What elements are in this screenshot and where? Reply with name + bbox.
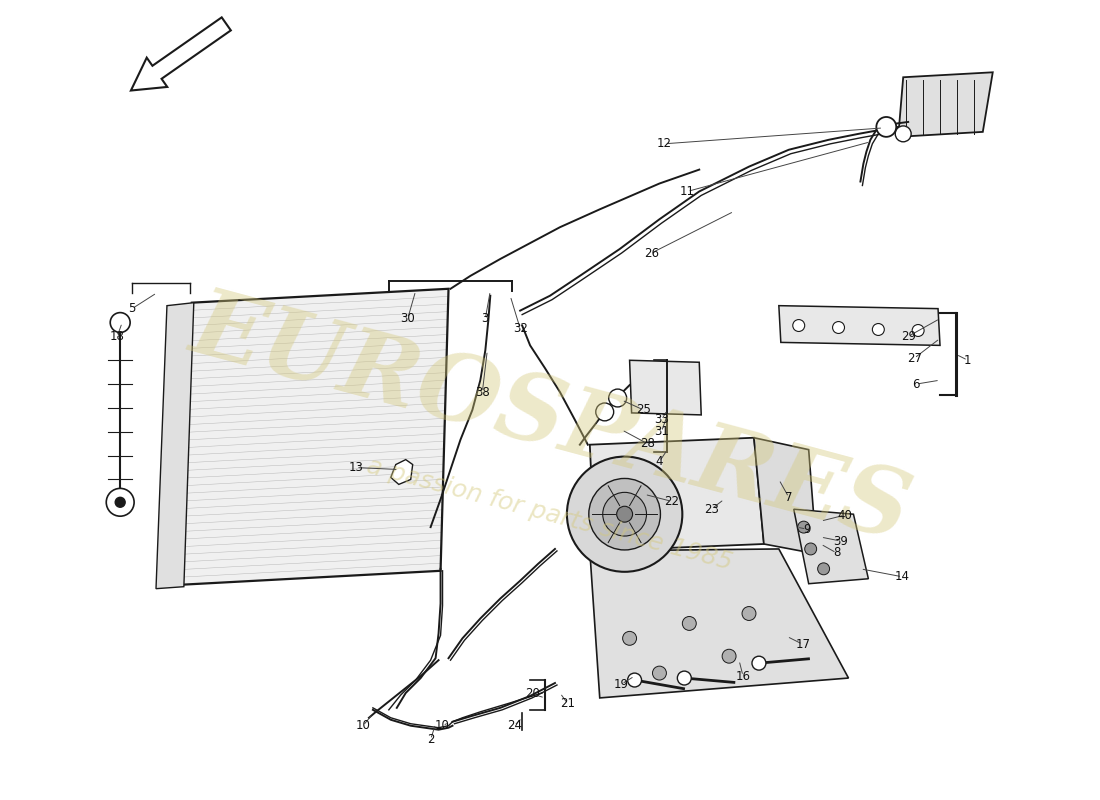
Circle shape bbox=[817, 563, 829, 574]
Polygon shape bbox=[779, 306, 940, 346]
Text: EUROSPARES: EUROSPARES bbox=[182, 281, 918, 559]
Polygon shape bbox=[794, 510, 868, 584]
Text: 30: 30 bbox=[400, 312, 415, 325]
Text: 18: 18 bbox=[110, 330, 124, 343]
Circle shape bbox=[603, 492, 647, 536]
Text: 23: 23 bbox=[704, 502, 718, 516]
Text: 8: 8 bbox=[833, 546, 840, 559]
Text: 17: 17 bbox=[795, 638, 811, 650]
Text: 2: 2 bbox=[427, 733, 434, 746]
Polygon shape bbox=[182, 289, 449, 585]
Circle shape bbox=[805, 543, 816, 555]
Polygon shape bbox=[899, 72, 993, 137]
Circle shape bbox=[752, 656, 766, 670]
Text: 25: 25 bbox=[636, 403, 651, 417]
Circle shape bbox=[722, 650, 736, 663]
Circle shape bbox=[566, 457, 682, 572]
Polygon shape bbox=[629, 360, 701, 415]
Circle shape bbox=[872, 323, 884, 335]
Text: 22: 22 bbox=[664, 494, 679, 508]
Text: 11: 11 bbox=[680, 185, 695, 198]
Circle shape bbox=[617, 506, 632, 522]
Text: 20: 20 bbox=[525, 687, 539, 701]
Circle shape bbox=[652, 666, 667, 680]
Circle shape bbox=[895, 126, 911, 142]
Circle shape bbox=[623, 631, 637, 646]
Circle shape bbox=[628, 673, 641, 687]
Text: 26: 26 bbox=[644, 246, 659, 259]
Circle shape bbox=[110, 313, 130, 333]
Text: 6: 6 bbox=[912, 378, 920, 390]
Circle shape bbox=[107, 488, 134, 516]
Text: 14: 14 bbox=[894, 570, 910, 583]
Circle shape bbox=[833, 322, 845, 334]
Text: 7: 7 bbox=[785, 491, 792, 504]
Text: 3: 3 bbox=[482, 312, 490, 325]
Circle shape bbox=[116, 498, 125, 507]
Text: 9: 9 bbox=[803, 522, 811, 535]
Circle shape bbox=[596, 403, 614, 421]
Text: 38: 38 bbox=[475, 386, 490, 398]
Text: 5: 5 bbox=[129, 302, 135, 315]
Text: 40: 40 bbox=[837, 509, 851, 522]
Circle shape bbox=[877, 117, 896, 137]
Polygon shape bbox=[754, 438, 816, 554]
Circle shape bbox=[742, 606, 756, 621]
Text: 19: 19 bbox=[614, 678, 629, 690]
Circle shape bbox=[588, 478, 660, 550]
Text: 1: 1 bbox=[964, 354, 971, 366]
Text: 33: 33 bbox=[654, 414, 669, 426]
Text: 31: 31 bbox=[654, 426, 669, 438]
Circle shape bbox=[608, 389, 627, 407]
Text: 10: 10 bbox=[355, 719, 371, 732]
Text: 24: 24 bbox=[507, 719, 521, 732]
Text: 21: 21 bbox=[560, 698, 575, 710]
Text: 10: 10 bbox=[436, 719, 450, 732]
Text: 16: 16 bbox=[736, 670, 750, 682]
Circle shape bbox=[912, 325, 924, 337]
Circle shape bbox=[798, 521, 810, 533]
Text: 4: 4 bbox=[656, 455, 663, 468]
Text: 12: 12 bbox=[657, 138, 672, 150]
Polygon shape bbox=[390, 459, 412, 485]
Text: 28: 28 bbox=[640, 437, 654, 450]
Polygon shape bbox=[590, 549, 848, 698]
Text: a passion for parts since 1985: a passion for parts since 1985 bbox=[364, 454, 736, 574]
Circle shape bbox=[678, 671, 691, 685]
Text: 29: 29 bbox=[901, 330, 915, 343]
Text: 27: 27 bbox=[906, 352, 922, 365]
Circle shape bbox=[682, 617, 696, 630]
Text: 13: 13 bbox=[349, 461, 363, 474]
Polygon shape bbox=[590, 438, 763, 551]
Polygon shape bbox=[131, 18, 231, 90]
Text: 39: 39 bbox=[833, 534, 848, 547]
Text: 32: 32 bbox=[513, 322, 528, 335]
Circle shape bbox=[793, 319, 805, 331]
Polygon shape bbox=[156, 302, 194, 589]
